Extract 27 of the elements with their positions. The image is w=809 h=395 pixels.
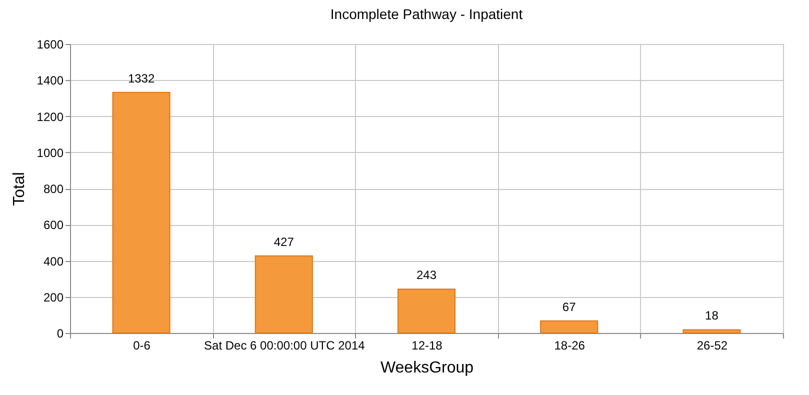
data-label: 18	[705, 308, 719, 323]
y-tick-label: 1600	[36, 38, 64, 52]
y-tick-label: 600	[43, 218, 64, 232]
x-tick-label: Sat Dec 6 00:00:00 UTC 2014	[204, 338, 366, 352]
x-tick-label: 18-26	[554, 338, 586, 352]
bar	[397, 288, 456, 334]
bar	[254, 255, 313, 334]
data-label: 427	[274, 234, 294, 249]
bar	[682, 329, 741, 334]
bar	[112, 92, 170, 334]
x-axis-title: WeeksGroup	[380, 360, 474, 376]
data-label: 1332	[128, 71, 155, 86]
y-tick-label: 200	[43, 290, 64, 304]
x-tick-label: 12-18	[412, 338, 443, 352]
x-tick-label: 26-52	[696, 338, 728, 352]
data-label: 67	[562, 300, 576, 314]
x-tick-label: 0-6	[133, 338, 151, 352]
y-axis-title: Total	[10, 172, 28, 206]
y-tick-label: 0	[56, 326, 64, 340]
y-tick-label: 400	[43, 254, 64, 268]
y-tick-label: 1200	[36, 110, 64, 124]
y-tick-label: 1400	[36, 74, 64, 88]
data-label: 243	[416, 268, 437, 282]
y-tick-label: 800	[43, 182, 64, 196]
bar	[540, 320, 598, 334]
y-tick-label: 1000	[36, 146, 64, 160]
chart-title: Incomplete Pathway - Inpatient	[330, 6, 523, 22]
